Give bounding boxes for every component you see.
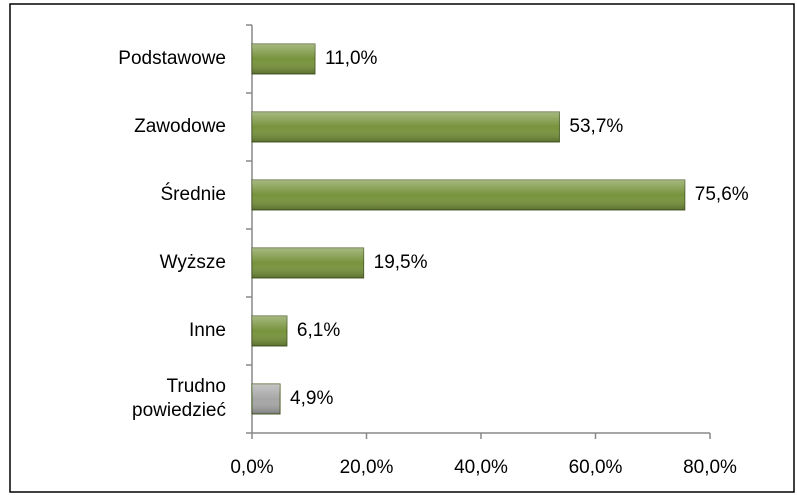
y-tick-label: Trudno powiedzieć bbox=[132, 376, 226, 421]
bar-shade bbox=[252, 44, 315, 74]
value-label: 6,1% bbox=[297, 320, 340, 341]
value-label: 19,5% bbox=[374, 252, 428, 273]
x-tick-label: 0,0% bbox=[230, 457, 273, 478]
value-label: 75,6% bbox=[695, 184, 749, 205]
value-label: 53,7% bbox=[569, 116, 623, 137]
y-tick-label: Wyższe bbox=[160, 252, 226, 273]
y-tick-label: Podstawowe bbox=[118, 48, 226, 69]
bar-shade bbox=[252, 316, 287, 346]
x-tick-label: 80,0% bbox=[683, 457, 737, 478]
chart-frame bbox=[9, 3, 795, 493]
bar-shade bbox=[252, 248, 364, 278]
value-label: 11,0% bbox=[325, 48, 378, 69]
x-tick-label: 40,0% bbox=[454, 457, 508, 478]
y-tick-label: Zawodowe bbox=[134, 116, 226, 137]
value-label: 4,9% bbox=[290, 388, 333, 409]
y-tick-label: Średnie bbox=[161, 183, 227, 205]
x-tick-label: 20,0% bbox=[340, 457, 394, 478]
bar-shade bbox=[252, 384, 281, 414]
bar-shade bbox=[252, 180, 685, 210]
y-tick-label: Inne bbox=[189, 320, 226, 341]
bar-shade bbox=[252, 112, 560, 142]
x-tick-label: 60,0% bbox=[569, 457, 623, 478]
